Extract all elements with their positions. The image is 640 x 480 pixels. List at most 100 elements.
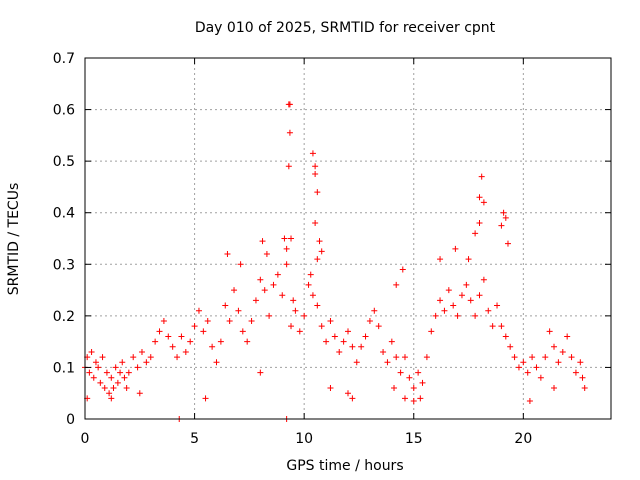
x-axis-ticks: 0 5 10 15 20 [81, 58, 532, 447]
data-point [410, 385, 417, 392]
data-point [200, 328, 207, 335]
data-point [327, 318, 334, 325]
data-point [410, 397, 417, 404]
y-tick-label: 0.6 [53, 103, 75, 119]
data-point [498, 222, 505, 229]
data-point [239, 328, 246, 335]
data-point [388, 338, 395, 345]
data-point [450, 302, 457, 309]
data-point [86, 369, 93, 376]
data-point [564, 333, 571, 340]
data-point [504, 240, 511, 247]
data-point [288, 235, 295, 242]
x-tick-label: 0 [81, 431, 90, 447]
data-point [520, 359, 527, 366]
data-point [500, 209, 507, 216]
data-point [202, 395, 209, 402]
data-point [437, 256, 444, 263]
data-point [498, 323, 505, 330]
data-point [99, 354, 106, 361]
data-point [248, 318, 255, 325]
data-point [480, 276, 487, 283]
data-point [292, 307, 299, 314]
data-point [244, 338, 251, 345]
data-point [551, 343, 558, 350]
data-point [301, 312, 308, 319]
data-point [286, 129, 293, 136]
data-point [261, 287, 268, 294]
data-point [399, 266, 406, 273]
data-point [524, 369, 531, 376]
data-point [445, 287, 452, 294]
data-point [371, 307, 378, 314]
data-point [467, 297, 474, 304]
data-point [195, 307, 202, 314]
data-point [494, 302, 501, 309]
data-point [345, 390, 351, 397]
data-point [476, 292, 483, 299]
data-point [134, 364, 141, 371]
data-point [288, 323, 295, 330]
data-point [546, 328, 553, 335]
data-point [312, 171, 319, 178]
data-point [307, 271, 314, 278]
data-point [117, 369, 124, 376]
data-point [187, 338, 194, 345]
data-point [568, 354, 575, 361]
data-point [121, 374, 128, 381]
data-point [114, 379, 121, 386]
y-tick-label: 0.5 [53, 154, 75, 170]
data-point [314, 256, 321, 263]
data-point [237, 261, 244, 268]
data-point [502, 333, 509, 340]
data-point [279, 292, 286, 299]
data-point [375, 323, 382, 330]
data-point [458, 292, 465, 299]
data-point [478, 173, 485, 180]
data-point [143, 359, 150, 366]
data-point [441, 307, 448, 314]
data-point [345, 328, 351, 335]
data-points [82, 101, 588, 422]
data-point [391, 385, 398, 392]
y-tick-label: 0.2 [53, 309, 75, 325]
y-tick-label: 0 [66, 412, 75, 428]
data-point [266, 312, 273, 319]
data-point [472, 230, 479, 237]
data-point [393, 281, 400, 288]
data-point [92, 359, 99, 366]
y-tick-label: 0.4 [53, 206, 75, 222]
data-point [257, 369, 264, 376]
data-point [283, 261, 290, 268]
data-point [336, 348, 343, 355]
data-point [281, 235, 288, 242]
data-point [577, 359, 584, 366]
data-point [537, 374, 544, 381]
data-point [362, 333, 369, 340]
data-point [533, 364, 540, 371]
data-point [235, 307, 242, 314]
data-point [312, 163, 319, 170]
data-point [178, 333, 185, 340]
data-point [103, 369, 110, 376]
data-point [270, 281, 277, 288]
data-point [472, 312, 479, 319]
data-point [152, 338, 159, 345]
y-tick-label: 0.3 [53, 257, 75, 273]
data-point [314, 189, 321, 196]
data-point [95, 364, 102, 371]
data-point [476, 194, 483, 201]
data-point [551, 385, 558, 392]
data-point [432, 312, 439, 319]
data-point [226, 318, 233, 325]
data-point [165, 333, 172, 340]
data-point [526, 397, 533, 404]
data-point [274, 271, 281, 278]
data-point [88, 348, 95, 355]
data-point [417, 395, 424, 402]
data-point [224, 250, 231, 257]
data-point [112, 364, 119, 371]
data-point [454, 312, 461, 319]
data-point [174, 354, 181, 361]
